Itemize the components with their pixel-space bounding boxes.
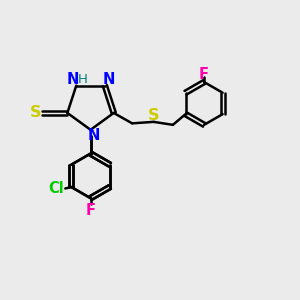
Text: S: S [30,105,41,120]
Text: F: F [199,68,209,82]
Text: N: N [88,128,100,143]
Text: S: S [148,108,160,123]
Text: Cl: Cl [48,181,64,196]
Text: N: N [102,72,115,87]
Text: H: H [78,73,88,86]
Text: F: F [85,202,96,217]
Text: N: N [67,72,79,87]
